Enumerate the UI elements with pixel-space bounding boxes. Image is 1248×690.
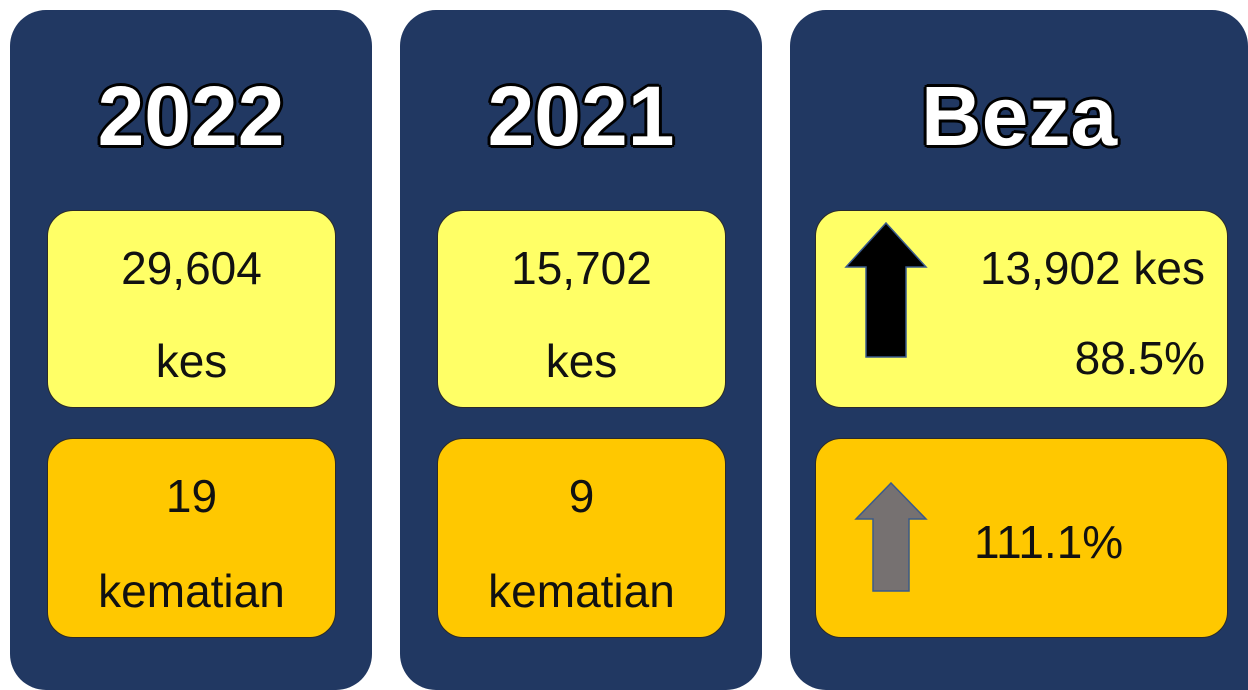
card-title: Beza [920,69,1118,163]
cases-unit: kes [545,335,618,387]
deaths-box: 9 kematian [437,438,726,638]
card-2021: 2021 15,702 kes 9 kematian [400,10,762,690]
deaths-value: 9 [568,470,595,522]
cases-value: 15,702 [511,242,652,294]
up-arrow [854,481,928,592]
cases-percent: 88.5% [1074,332,1205,384]
deaths-unit: kematian [98,565,285,617]
cases-difference: 13,902 kes [979,242,1205,294]
card-title: 2022 [97,69,285,163]
infographic: {"cards": [ {"title": "2022", "cases": {… [10,10,1248,690]
card-2022: 2022 29,604 kes 19 kematian [10,10,372,690]
cases-box: 13,902 kes 88.5% [815,210,1228,408]
page: Infographic html, body { margin: 0; padd… [10,10,1248,690]
deaths-value: 19 [165,470,218,522]
cases-value: 29,604 [121,242,262,294]
cases-box: 29,604 kes [47,210,336,408]
up-arrow [844,221,928,358]
deaths-box: 111.1% [815,438,1228,638]
card-title: 2021 [487,69,675,163]
deaths-percent: 111.1% [974,516,1124,568]
cases-unit: kes [155,335,228,387]
cases-box: 15,702 kes [437,210,726,408]
deaths-unit: kematian [488,565,675,617]
card-difference: Beza 13,902 kes 88.5% 111.1% [790,10,1248,690]
deaths-box: 19 kematian [47,438,336,638]
